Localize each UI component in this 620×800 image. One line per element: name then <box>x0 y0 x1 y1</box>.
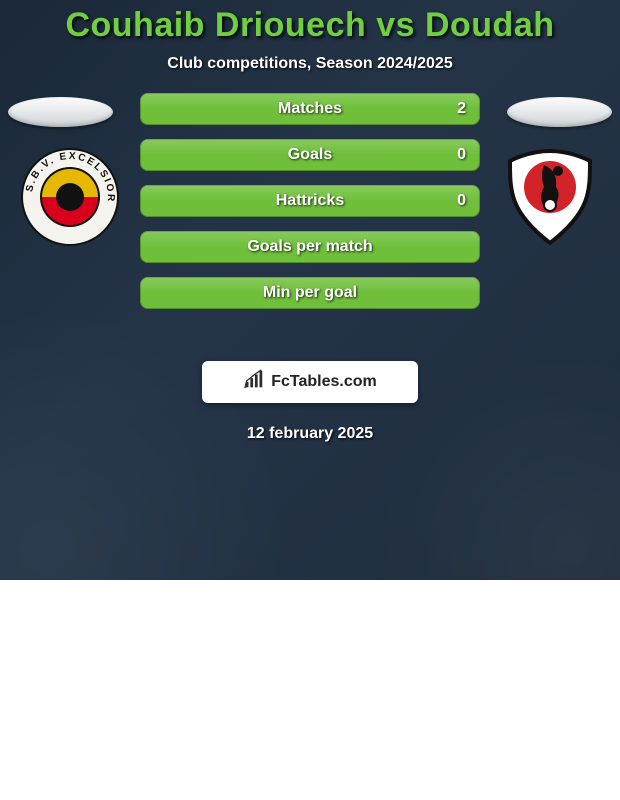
stat-rows: Matches 2 Goals 0 Hattricks 0 Goals per … <box>140 93 480 323</box>
brand-box: FcTables.com <box>202 361 418 403</box>
stat-row-hattricks: Hattricks 0 <box>140 185 480 217</box>
subtitle: Club competitions, Season 2024/2025 <box>0 55 620 73</box>
stat-label: Min per goal <box>263 284 357 302</box>
club-crest-left: S.B.V. EXCELSIOR <box>20 147 120 247</box>
player-avatar-right <box>507 97 612 127</box>
comparison-area: S.B.V. EXCELSIOR <box>0 103 620 353</box>
stat-label: Goals <box>288 146 332 164</box>
stat-row-goals-per-match: Goals per match <box>140 231 480 263</box>
stat-value-right: 0 <box>457 146 466 164</box>
stat-label: Matches <box>278 100 342 118</box>
stat-label: Goals per match <box>247 238 372 256</box>
stat-value-right: 0 <box>457 192 466 210</box>
date-text: 12 february 2025 <box>0 425 620 443</box>
card-container: Couhaib Driouech vs Doudah Club competit… <box>0 0 620 580</box>
stat-label: Hattricks <box>276 192 344 210</box>
stat-row-goals: Goals 0 <box>140 139 480 171</box>
player-avatar-left <box>8 97 113 127</box>
brand-text: FcTables.com <box>271 373 377 391</box>
stat-row-matches: Matches 2 <box>140 93 480 125</box>
stat-value-right: 2 <box>457 100 466 118</box>
club-crest-right <box>500 147 600 247</box>
stat-row-min-per-goal: Min per goal <box>140 277 480 309</box>
page-title: Couhaib Driouech vs Doudah <box>0 6 620 45</box>
bar-chart-icon <box>243 369 265 396</box>
